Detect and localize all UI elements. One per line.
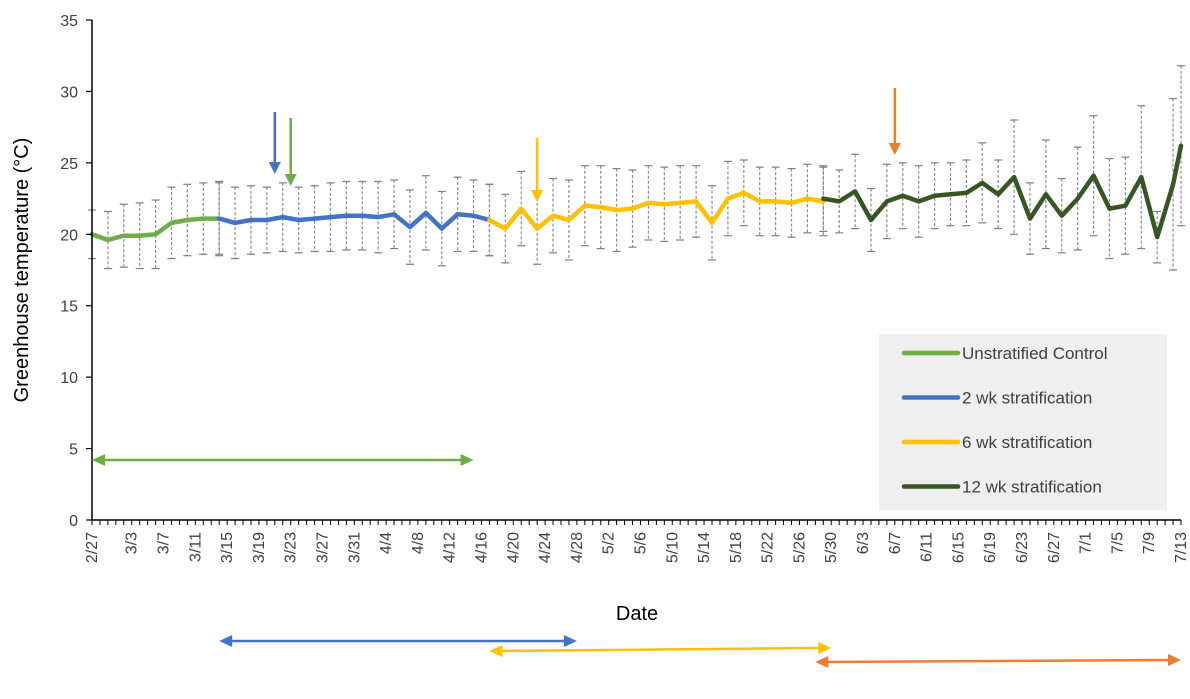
x-tick-label: 6/3 (855, 532, 872, 554)
error-bar (628, 169, 637, 248)
error-bars (88, 65, 1185, 271)
x-tick-label: 6/15 (950, 532, 967, 563)
y-tick-label: 20 (60, 227, 78, 244)
error-bar (803, 163, 812, 234)
error-bar (1089, 115, 1098, 237)
axes (91, 20, 1181, 521)
x-tick-label: 7/9 (1141, 532, 1158, 554)
legend-box (879, 334, 1167, 510)
error-bar (278, 182, 287, 253)
x-tick-label: 6/7 (887, 532, 904, 554)
error-bar (358, 180, 367, 251)
error-bar (342, 180, 351, 251)
x-tick-label: 7/13 (1173, 532, 1190, 563)
x-tick-label: 5/6 (632, 532, 649, 554)
error-bar (1177, 65, 1185, 227)
legend-label: Unstratified Control (962, 344, 1108, 363)
x-tick-label: 3/11 (187, 532, 204, 562)
error-bar (151, 199, 160, 270)
x-tick-label: 5/26 (791, 532, 808, 563)
stratification-range-arrows (92, 454, 1181, 668)
x-tick-label: 4/4 (378, 532, 395, 554)
annotation-down-arrow (284, 118, 297, 186)
legend-label: 12 wk stratification (962, 478, 1102, 497)
x-tick-label: 6/11 (919, 532, 936, 562)
legend-label: 6 wk stratification (962, 433, 1092, 452)
x-tick-label: 7/5 (1109, 532, 1126, 554)
y-tick-label: 25 (60, 156, 78, 173)
x-tick-label: 4/12 (442, 532, 459, 563)
error-bar (246, 185, 255, 255)
legend-item: 12 wk stratification (901, 478, 1102, 497)
x-tick-label: 3/27 (315, 532, 332, 563)
legend-item: Unstratified Control (901, 344, 1108, 363)
legend-item: 6 wk stratification (901, 433, 1092, 452)
x-tick-label: 4/16 (473, 532, 490, 563)
y-tick-label: 30 (60, 84, 78, 101)
x-tick-label: 3/3 (124, 532, 141, 554)
range-arrow (815, 654, 1181, 668)
x-tick-label: 5/22 (760, 532, 777, 563)
x-tick-label: 6/19 (982, 532, 999, 563)
x-ticks: 2/27 3/3 3/7 3/11 3/15 3/19 3/23 3/27 3/31 4/4 4/8… (84, 520, 1190, 563)
x-tick-label: 3/31 (346, 532, 363, 563)
error-bar (501, 193, 510, 264)
error-bar (1041, 139, 1050, 250)
legend: Unstratified Control 2 wk stratification 6… (879, 334, 1167, 510)
series-line (216, 210, 492, 231)
y-tick-label: 0 (69, 513, 78, 530)
y-axis-title: Greenhouse temperature (°C) (11, 138, 33, 403)
x-tick-label: 5/10 (664, 532, 681, 563)
legend-label: 2 wk stratification (962, 389, 1092, 408)
range-arrow (92, 454, 474, 466)
error-bar (994, 159, 1003, 230)
y-tick-label: 5 (69, 442, 78, 459)
legend-item: 2 wk stratification (901, 389, 1092, 408)
y-tick-label: 15 (60, 299, 78, 316)
series-lines (89, 143, 1184, 243)
annotation-down-arrow (531, 138, 544, 202)
series-line (89, 216, 222, 243)
x-tick-label: 5/18 (728, 532, 745, 563)
x-tick-label: 6/27 (1046, 532, 1063, 563)
error-bar (1121, 156, 1130, 255)
x-tick-label: 3/23 (283, 532, 300, 563)
x-tick-label: 3/7 (156, 532, 173, 554)
x-axis-title: Date (616, 603, 658, 625)
x-tick-label: 5/30 (823, 532, 840, 563)
x-tick-label: 4/24 (537, 532, 554, 563)
y-tick-label: 10 (60, 370, 78, 387)
error-bar (326, 182, 335, 253)
annotation-down-arrow (888, 88, 901, 155)
y-ticks: 0 5 10 15 20 25 30 35 (60, 13, 92, 530)
x-tick-label: 6/23 (1014, 532, 1031, 563)
error-bar (390, 179, 399, 250)
range-arrow (489, 642, 832, 657)
series-line (487, 190, 826, 231)
x-tick-label: 5/2 (601, 532, 618, 554)
x-tick-label: 3/19 (251, 532, 268, 563)
x-tick-label: 7/1 (1078, 532, 1095, 554)
x-tick-label: 4/28 (569, 532, 586, 563)
x-tick-label: 4/8 (410, 532, 427, 554)
annotation-arrows (268, 88, 901, 202)
annotation-down-arrow (268, 112, 281, 174)
error-bar (755, 166, 764, 237)
error-bar (787, 167, 796, 238)
series-line (821, 143, 1184, 240)
range-arrow (219, 635, 577, 647)
y-tick-label: 35 (60, 13, 78, 30)
error-bar (771, 166, 780, 237)
x-tick-label: 3/15 (219, 532, 236, 563)
x-tick-label: 4/20 (505, 532, 522, 563)
x-tick-label: 2/27 (84, 532, 101, 563)
x-tick-label: 5/14 (696, 532, 713, 563)
error-bar (103, 210, 112, 270)
